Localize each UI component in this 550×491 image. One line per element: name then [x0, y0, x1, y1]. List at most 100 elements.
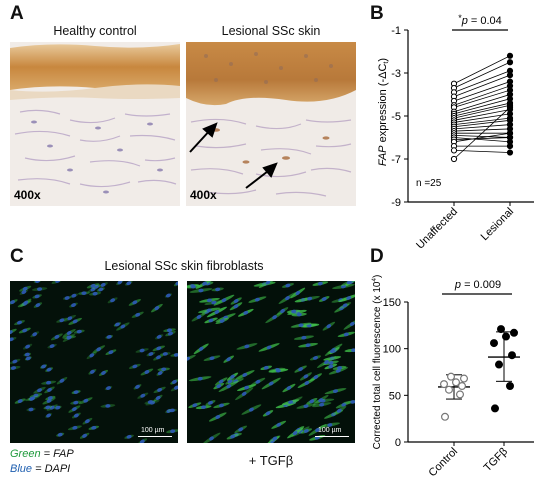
- fibroblast-cell: [281, 283, 294, 288]
- fibroblast-cell: [62, 335, 77, 340]
- fibroblast-cell: [248, 296, 267, 303]
- fibroblast-cell: [208, 412, 227, 422]
- fibroblast-cell: [341, 281, 355, 286]
- fibroblast-cell: [298, 342, 318, 348]
- fibroblast-cell: [78, 397, 93, 405]
- fibroblast-cell: [335, 400, 353, 409]
- fibroblast-cell: [327, 348, 338, 354]
- fibroblast-cell: [290, 287, 306, 299]
- fibroblast-cell: [156, 370, 164, 376]
- fibroblast-cell: [135, 348, 149, 353]
- fap-expression-paired-chart: FAP expression (-ΔCt) *p = 0.04 n =25 -9…: [377, 13, 534, 252]
- fibroblast-cell: [195, 405, 212, 410]
- fibroblast-cell: [152, 345, 166, 352]
- panel-b-pair-line: [453, 55, 511, 85]
- fibroblast-cell: [73, 329, 85, 334]
- fibroblast-cell: [163, 328, 176, 333]
- fibroblast-cell: [82, 417, 93, 425]
- panel-b-annotation: *p = 0.04: [458, 13, 502, 27]
- fibroblast-cell: [47, 343, 57, 349]
- fibroblast-cell: [43, 405, 53, 410]
- fibroblast-cell: [312, 394, 329, 406]
- fibroblast-cell: [324, 388, 347, 395]
- fibroblast-cell: [300, 428, 313, 434]
- fibroblast-cell: [71, 390, 81, 394]
- panel-b-pair-line: [453, 61, 511, 89]
- fibroblast-cell: [10, 328, 17, 336]
- fibroblast-cell: [281, 399, 300, 406]
- fibroblast-cell: [328, 367, 349, 375]
- fibroblast-cell: [155, 334, 164, 340]
- panel-d-letter: D: [370, 246, 384, 267]
- arrow-icons: [189, 122, 278, 189]
- panel-b-pair-line: [453, 113, 511, 123]
- panel-b-pair-line: [453, 107, 511, 160]
- fibroblast-cell: [187, 284, 202, 289]
- panel-d-point-tgfb: [497, 325, 506, 334]
- fibroblast-cell: [218, 380, 240, 392]
- fibroblast-cell: [215, 317, 229, 325]
- fibroblast-cell: [25, 395, 40, 402]
- fibroblast-cell: [45, 395, 56, 401]
- fibroblast-cell: [312, 281, 329, 286]
- panel-b-point-lesional: [506, 52, 514, 59]
- panel-b-pair-line: [453, 124, 511, 130]
- fibroblast-cell: [287, 427, 304, 439]
- fluorescence-tgfb-cells: [187, 281, 355, 443]
- fibroblast-cell: [26, 407, 36, 412]
- panel-d-category-label: Control: [427, 446, 461, 480]
- fibroblast-cell: [88, 369, 97, 375]
- fibroblast-cell: [290, 322, 312, 328]
- fibroblast-cell: [23, 352, 32, 357]
- fibroblast-control-fluorescence-image: 100 µm: [10, 281, 178, 443]
- fibroblast-tgfb-fluorescence-image: 100 µm: [187, 281, 355, 443]
- fibroblast-cell: [214, 377, 228, 386]
- legend-blue-dapi: Blue = DAPI: [10, 463, 71, 475]
- fibroblast-cell: [226, 433, 239, 440]
- fibroblast-cell: [344, 348, 355, 353]
- fibroblast-cell: [32, 294, 42, 299]
- fibroblast-cell: [153, 394, 163, 402]
- panel-d-y-tick-label: 0: [395, 437, 401, 449]
- panel-d-point-control: [439, 380, 448, 389]
- fibroblast-cell: [79, 432, 90, 439]
- fibroblast-cell: [193, 343, 209, 355]
- panel-b-pair-line: [453, 117, 511, 125]
- fibroblast-cell: [33, 386, 46, 394]
- panel-b-category-label: Unaffected: [414, 206, 460, 252]
- fibroblast-cell: [70, 400, 82, 405]
- fibroblast-cell: [86, 351, 97, 360]
- panel-b-point-unaffected: [450, 147, 458, 154]
- panel-b-y-tick-label: -7: [391, 154, 401, 166]
- panel-b-point-lesional: [506, 104, 514, 111]
- panel-c-letter: C: [10, 246, 24, 267]
- healthy-control-ihc-image: 400x: [10, 42, 180, 206]
- fibroblast-cell: [211, 287, 224, 292]
- panel-b-pair-line: [453, 102, 511, 117]
- panel-b-y-tick-label: -9: [391, 197, 401, 209]
- fibroblast-cell: [332, 405, 347, 416]
- panel-a-left-magnification: 400x: [14, 188, 41, 202]
- fibroblast-cell: [343, 399, 355, 404]
- fibroblast-cell: [282, 383, 296, 393]
- fibroblast-cell: [312, 402, 332, 408]
- fibroblast-cell: [92, 345, 106, 354]
- fibroblast-cell: [309, 373, 322, 381]
- fibroblast-cell: [260, 365, 273, 370]
- panel-b-pair-line: [453, 98, 511, 115]
- fibroblast-cell: [236, 384, 257, 392]
- fibroblast-cell: [153, 386, 166, 394]
- fibroblast-cell: [229, 302, 243, 311]
- fibroblast-cell: [96, 287, 105, 292]
- fluorescence-control-cells: [10, 281, 178, 443]
- panel-b-point-unaffected: [450, 155, 458, 163]
- fibroblast-cell: [68, 405, 81, 413]
- fibroblast-cell: [46, 404, 58, 411]
- fibroblast-cell: [40, 364, 48, 369]
- fibroblast-cell: [213, 294, 235, 306]
- fibroblast-cell: [45, 367, 53, 372]
- fibroblast-cell: [268, 368, 289, 373]
- fibroblast-cell: [140, 368, 154, 376]
- fibroblast-cell: [33, 302, 43, 308]
- healthy-control-histology: [10, 42, 180, 206]
